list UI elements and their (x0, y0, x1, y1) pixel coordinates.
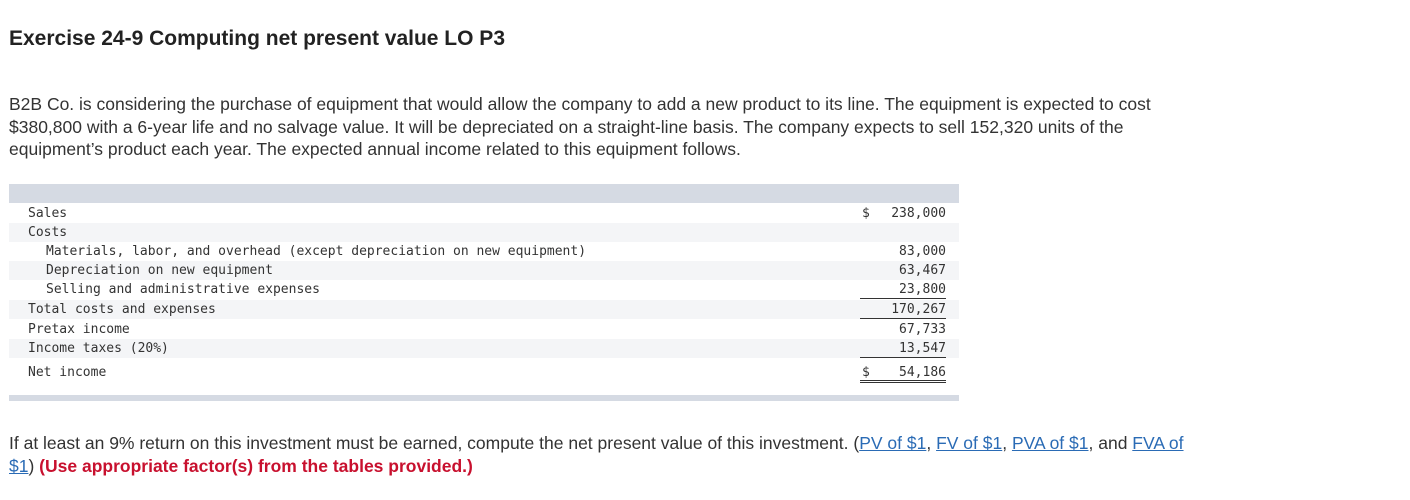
fva-of-1-link[interactable]: FVA of $1 (9, 433, 1184, 476)
table-row-pretax: Pretax income 67,733 (9, 320, 959, 339)
table-row-selling: Selling and administrative expenses 23,8… (9, 280, 959, 299)
table-row-sales: Sales $ 238,000 (9, 204, 959, 223)
taxes-value: 13,547 (860, 339, 946, 358)
link-separator: , and (1088, 433, 1133, 453)
table-row-taxes: Income taxes (20%) 13,547 (9, 339, 959, 358)
materials-label: Materials, labor, and overhead (except d… (46, 244, 587, 259)
link-separator: , (926, 433, 937, 453)
fv-of-1-link[interactable]: FV of $1 (936, 433, 1003, 453)
pretax-value: 67,733 (899, 322, 946, 337)
materials-value: 83,000 (899, 244, 946, 259)
pretax-label: Pretax income (28, 322, 130, 337)
net-income-dollar-sign: $ (862, 365, 870, 380)
question-text: If at least an 9% return on this investm… (9, 432, 1209, 478)
question-body: If at least an 9% return on this investm… (9, 433, 860, 453)
table-row-materials: Materials, labor, and overhead (except d… (9, 242, 959, 261)
table-row-net-income: Net income $ 54,186 (9, 363, 959, 383)
net-income-label: Net income (28, 365, 107, 380)
problem-description: B2B Co. is considering the purchase of e… (9, 94, 1151, 159)
sales-value: 238,000 (891, 206, 946, 221)
income-statement-table: Sales $ 238,000 Costs Materials, labor, … (9, 184, 959, 401)
table-row-costs: Costs (9, 223, 959, 242)
selling-value: 23,800 (860, 280, 946, 299)
depreciation-value: 63,467 (899, 263, 946, 278)
pva-of-1-link[interactable]: PVA of $1 (1011, 433, 1089, 453)
instruction-text: (Use appropriate factor(s) from the tabl… (39, 456, 473, 476)
total-costs-label: Total costs and expenses (28, 302, 216, 317)
paren-close: ) (28, 456, 40, 476)
exercise-title: Exercise 24-9 Computing net present valu… (9, 27, 505, 50)
pv-of-1-link[interactable]: PV of $1 (859, 433, 927, 453)
sales-label: Sales (28, 206, 68, 221)
sales-dollar-sign: $ (862, 206, 870, 221)
table-row-depreciation: Depreciation on new equipment 63,467 (9, 261, 959, 280)
selling-label: Selling and administrative expenses (46, 282, 320, 297)
depreciation-label: Depreciation on new equipment (46, 263, 273, 278)
costs-label: Costs (28, 225, 68, 240)
total-costs-value: 170,267 (860, 300, 946, 319)
table-footer-bar (9, 395, 959, 401)
net-income-value: 54,186 (860, 363, 946, 383)
taxes-label: Income taxes (20%) (28, 341, 169, 356)
table-header-bar (9, 184, 959, 203)
table-row-total-costs: Total costs and expenses 170,267 (9, 300, 959, 319)
link-separator: , (1002, 433, 1012, 453)
